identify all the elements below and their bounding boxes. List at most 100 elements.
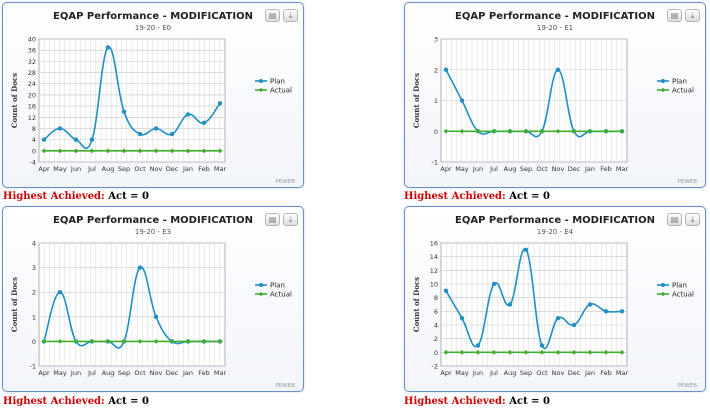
plan-point	[201, 120, 207, 126]
plan-point	[153, 314, 159, 319]
achieved-label: Highest Achieved:	[3, 191, 105, 202]
chart-svg: EQAP Performance - MODIFICATION 19-20 - E…	[412, 11, 697, 185]
actual-point	[201, 148, 207, 154]
chart-panel-e0: EQAP Performance - MODIFICATION 19-20 - E…	[2, 2, 304, 188]
chart-title: EQAP Performance - MODIFICATION	[455, 11, 655, 22]
plan-point	[105, 45, 111, 50]
chart-credit: PEWEB	[276, 383, 296, 389]
actual-point	[459, 349, 465, 355]
actual-point	[539, 349, 545, 355]
plan-point	[169, 131, 175, 137]
x-tick-label: Apr	[38, 165, 50, 173]
chart-subtitle: 19-20 - E4	[537, 228, 574, 236]
legend-label: Actual	[672, 87, 694, 95]
actual-point	[121, 339, 127, 344]
actual-point	[57, 339, 63, 344]
plan-point	[41, 137, 47, 142]
export-button[interactable]: ⤓	[283, 9, 298, 22]
highest-achieved: Highest Achieved: Act = 0	[3, 396, 149, 407]
plan-point	[555, 315, 561, 321]
y-tick-label: 8	[434, 294, 438, 302]
actual-point	[137, 339, 143, 344]
actual-point	[41, 148, 47, 154]
chart-title: EQAP Performance - MODIFICATION	[455, 215, 655, 226]
actual-point	[41, 339, 47, 344]
actual-point	[105, 148, 111, 154]
actual-point	[507, 128, 513, 134]
actual-point	[555, 128, 561, 134]
y-tick-label: 2	[32, 289, 36, 297]
y-tick-label: -1	[432, 159, 438, 167]
y-tick-label: 24	[28, 80, 36, 88]
legend-marker	[661, 283, 665, 287]
legend-label: Plan	[672, 282, 687, 290]
y-tick-label: 12	[430, 267, 438, 275]
print-button[interactable]: ▤	[667, 9, 682, 22]
plan-point	[475, 343, 481, 348]
plan-point	[137, 131, 143, 137]
print-button[interactable]: ▤	[265, 213, 280, 226]
export-button[interactable]: ⤓	[685, 9, 700, 22]
actual-point	[73, 148, 79, 154]
x-tick-label: May	[53, 369, 67, 377]
plan-point	[121, 109, 127, 114]
legend-label: Actual	[270, 291, 292, 299]
plan-point	[459, 315, 465, 321]
legend-label: Actual	[270, 87, 292, 95]
chart-panel-e3: EQAP Performance - MODIFICATION 19-20 - E…	[2, 206, 304, 392]
y-tick-label: -4	[30, 159, 36, 167]
y-tick-label: 2	[434, 335, 438, 343]
x-tick-label: Jul	[87, 369, 96, 377]
plan-point	[443, 288, 449, 294]
actual-point	[619, 128, 625, 134]
export-button[interactable]: ⤓	[283, 213, 298, 226]
y-tick-label: 0	[32, 338, 36, 346]
x-tick-label: Jan	[182, 165, 193, 173]
plan-point	[153, 126, 159, 131]
highest-achieved: Highest Achieved: Act = 0	[3, 191, 149, 202]
chart-credit: PEWEB	[276, 179, 296, 185]
print-button[interactable]: ▤	[667, 213, 682, 226]
x-tick-label: Nov	[552, 165, 565, 173]
plan-point	[507, 302, 513, 307]
actual-point	[185, 148, 191, 154]
x-tick-label: May	[455, 369, 469, 377]
y-tick-label: 4	[32, 136, 36, 144]
export-button[interactable]: ⤓	[685, 213, 700, 226]
actual-point	[507, 349, 513, 355]
legend-label: Plan	[270, 282, 285, 290]
x-tick-label: Jun	[472, 165, 483, 173]
y-tick-label: 32	[28, 58, 36, 66]
x-tick-label: Feb	[600, 369, 612, 377]
chart-title: EQAP Performance - MODIFICATION	[53, 11, 253, 22]
plan-point	[137, 265, 143, 270]
y-tick-label: 3	[32, 264, 36, 272]
y-tick-label: 16	[28, 103, 36, 111]
download-icon: ⤓	[288, 11, 293, 20]
x-tick-label: Feb	[198, 369, 210, 377]
y-tick-label: 12	[28, 114, 36, 122]
y-tick-label: 0	[434, 349, 438, 357]
x-tick-label: Oct	[134, 165, 146, 173]
actual-point	[523, 349, 529, 355]
printer-icon: ▤	[670, 11, 679, 20]
y-axis-label: Count of Docs	[10, 73, 19, 128]
actual-point	[475, 349, 481, 355]
achieved-label: Highest Achieved:	[404, 396, 506, 407]
plan-point	[587, 302, 593, 307]
actual-point	[153, 148, 159, 154]
chart-subtitle: 19-20 - E0	[135, 24, 171, 32]
actual-point	[587, 128, 593, 134]
y-tick-label: 3	[434, 36, 438, 44]
x-tick-label: Jun	[70, 369, 81, 377]
x-tick-label: Aug	[504, 165, 517, 173]
achieved-value: Act = 0	[509, 396, 551, 407]
plan-point	[491, 281, 497, 287]
chart-credit: PEWEB	[678, 383, 698, 389]
x-tick-label: Nov	[150, 369, 163, 377]
actual-point	[217, 148, 223, 154]
x-tick-label: Sep	[118, 369, 130, 377]
print-button[interactable]: ▤	[265, 9, 280, 22]
x-tick-label: Jul	[87, 165, 96, 173]
achieved-value: Act = 0	[108, 191, 150, 202]
